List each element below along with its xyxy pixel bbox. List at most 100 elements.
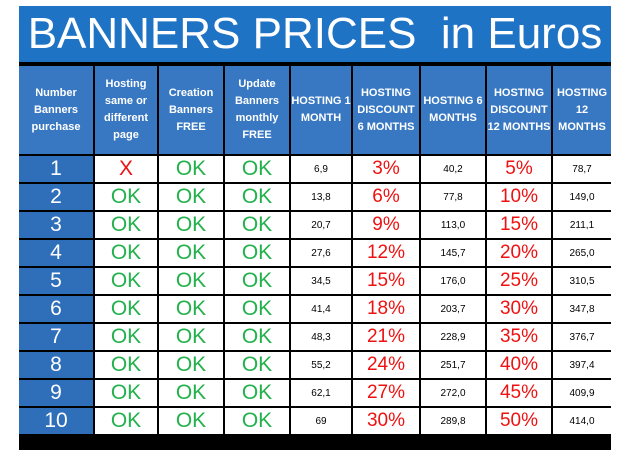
price-table: Number Banners purchase Hosting same or …: [17, 64, 613, 436]
hosting-6-months-price: 77,8: [421, 184, 485, 210]
price-table-frame: BANNERS PRICES in Euros Number Banners p…: [19, 6, 611, 450]
table-row: 2 OK OK OK 13,8 6% 77,8 10% 149,0: [19, 184, 611, 210]
banner-count: 2: [19, 184, 93, 210]
table-row: 8 OK OK OK 55,2 24% 251,7 40% 397,4: [19, 352, 611, 378]
header-row: Number Banners purchase Hosting same or …: [19, 66, 611, 154]
update-status: OK: [225, 156, 289, 182]
hosting-page-status: OK: [95, 296, 157, 322]
header-update: Update Banners monthly FREE: [225, 66, 289, 154]
creation-status: OK: [159, 240, 223, 266]
header-hosting-12-months: HOSTING 12 MONTHS: [553, 66, 611, 154]
hosting-page-status: OK: [95, 184, 157, 210]
update-status: OK: [225, 212, 289, 238]
hosting-page-status: OK: [95, 352, 157, 378]
discount-6-months: 6%: [353, 184, 419, 210]
header-hosting-page: Hosting same or different page: [95, 66, 157, 154]
discount-6-months: 18%: [353, 296, 419, 322]
header-discount-12-months: HOSTING DISCOUNT 12 MONTHS: [487, 66, 551, 154]
creation-status: OK: [159, 380, 223, 406]
header-hosting-1-month: HOSTING 1 MONTH: [291, 66, 351, 154]
hosting-12-months-price: 149,0: [553, 184, 611, 210]
header-discount-6-months: HOSTING DISCOUNT 6 MONTHS: [353, 66, 419, 154]
table-row: 4 OK OK OK 27,6 12% 145,7 20% 265,0: [19, 240, 611, 266]
hosting-12-months-price: 409,9: [553, 380, 611, 406]
hosting-page-status: OK: [95, 212, 157, 238]
banner-count: 6: [19, 296, 93, 322]
hosting-6-months-price: 113,0: [421, 212, 485, 238]
hosting-1-month-price: 48,3: [291, 324, 351, 350]
creation-status: OK: [159, 408, 223, 434]
hosting-12-months-price: 397,4: [553, 352, 611, 378]
header-hosting-6-months: HOSTING 6 MONTHS: [421, 66, 485, 154]
banner-count: 9: [19, 380, 93, 406]
banner-count: 8: [19, 352, 93, 378]
update-status: OK: [225, 324, 289, 350]
banner-count: 10: [19, 408, 93, 434]
update-status: OK: [225, 184, 289, 210]
hosting-6-months-price: 176,0: [421, 268, 485, 294]
discount-6-months: 9%: [353, 212, 419, 238]
banner-count: 1: [19, 156, 93, 182]
update-status: OK: [225, 240, 289, 266]
hosting-page-status: X: [95, 156, 157, 182]
hosting-12-months-price: 376,7: [553, 324, 611, 350]
table-row: 7 OK OK OK 48,3 21% 228,9 35% 376,7: [19, 324, 611, 350]
hosting-page-status: OK: [95, 268, 157, 294]
hosting-12-months-price: 414,0: [553, 408, 611, 434]
creation-status: OK: [159, 324, 223, 350]
discount-12-months: 40%: [487, 352, 551, 378]
discount-6-months: 12%: [353, 240, 419, 266]
update-status: OK: [225, 268, 289, 294]
banner-count: 4: [19, 240, 93, 266]
hosting-6-months-price: 203,7: [421, 296, 485, 322]
discount-6-months: 21%: [353, 324, 419, 350]
update-status: OK: [225, 408, 289, 434]
discount-12-months: 35%: [487, 324, 551, 350]
discount-12-months: 20%: [487, 240, 551, 266]
update-status: OK: [225, 380, 289, 406]
discount-12-months: 10%: [487, 184, 551, 210]
discount-12-months: 30%: [487, 296, 551, 322]
creation-status: OK: [159, 296, 223, 322]
table-row: 9 OK OK OK 62,1 27% 272,0 45% 409,9: [19, 380, 611, 406]
creation-status: OK: [159, 268, 223, 294]
hosting-1-month-price: 20,7: [291, 212, 351, 238]
hosting-12-months-price: 78,7: [553, 156, 611, 182]
hosting-6-months-price: 251,7: [421, 352, 485, 378]
hosting-page-status: OK: [95, 380, 157, 406]
hosting-1-month-price: 34,5: [291, 268, 351, 294]
update-status: OK: [225, 296, 289, 322]
hosting-1-month-price: 6,9: [291, 156, 351, 182]
banner-count: 5: [19, 268, 93, 294]
banner-count: 7: [19, 324, 93, 350]
hosting-1-month-price: 69: [291, 408, 351, 434]
hosting-1-month-price: 27,6: [291, 240, 351, 266]
hosting-1-month-price: 41,4: [291, 296, 351, 322]
creation-status: OK: [159, 184, 223, 210]
banner-count: 3: [19, 212, 93, 238]
creation-status: OK: [159, 352, 223, 378]
table-row: 5 OK OK OK 34,5 15% 176,0 25% 310,5: [19, 268, 611, 294]
hosting-page-status: OK: [95, 408, 157, 434]
discount-12-months: 50%: [487, 408, 551, 434]
table-row: 3 OK OK OK 20,7 9% 113,0 15% 211,1: [19, 212, 611, 238]
creation-status: OK: [159, 156, 223, 182]
hosting-page-status: OK: [95, 324, 157, 350]
hosting-page-status: OK: [95, 240, 157, 266]
hosting-12-months-price: 347,8: [553, 296, 611, 322]
hosting-6-months-price: 289,8: [421, 408, 485, 434]
hosting-6-months-price: 145,7: [421, 240, 485, 266]
discount-12-months: 25%: [487, 268, 551, 294]
hosting-6-months-price: 272,0: [421, 380, 485, 406]
hosting-6-months-price: 40,2: [421, 156, 485, 182]
page-title: BANNERS PRICES in Euros: [19, 6, 611, 62]
table-row: 10 OK OK OK 69 30% 289,8 50% 414,0: [19, 408, 611, 434]
hosting-1-month-price: 13,8: [291, 184, 351, 210]
table-row: 1 X OK OK 6,9 3% 40,2 5% 78,7: [19, 156, 611, 182]
header-number: Number Banners purchase: [19, 66, 93, 154]
hosting-6-months-price: 228,9: [421, 324, 485, 350]
creation-status: OK: [159, 212, 223, 238]
discount-6-months: 27%: [353, 380, 419, 406]
discount-6-months: 3%: [353, 156, 419, 182]
discount-6-months: 30%: [353, 408, 419, 434]
